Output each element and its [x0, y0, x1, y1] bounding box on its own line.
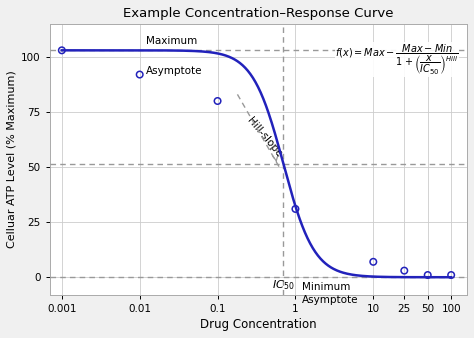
Point: [447, 272, 455, 278]
Text: Maximum: Maximum: [146, 36, 197, 46]
Point: [370, 259, 377, 265]
Text: Asymptote: Asymptote: [301, 295, 358, 305]
Text: $\mathit{f(x) = Max - \dfrac{Max - Min}{1 + \left(\dfrac{x}{IC_{50}}\right)^{Hil: $\mathit{f(x) = Max - \dfrac{Max - Min}{…: [335, 43, 459, 77]
Text: Hill-slope: Hill-slope: [245, 115, 283, 159]
Point: [292, 206, 299, 212]
Text: Minimum: Minimum: [301, 282, 350, 292]
Point: [424, 272, 431, 278]
Y-axis label: Celluar ATP Level (% Maximum): Celluar ATP Level (% Maximum): [7, 71, 17, 248]
Point: [214, 98, 221, 104]
Text: $IC_{50}$: $IC_{50}$: [272, 278, 294, 292]
X-axis label: Drug Concentration: Drug Concentration: [200, 318, 317, 331]
Point: [136, 72, 144, 77]
Point: [58, 48, 65, 53]
Point: [401, 268, 408, 273]
Title: Example Concentration–Response Curve: Example Concentration–Response Curve: [123, 7, 394, 20]
Text: Asymptote: Asymptote: [146, 66, 202, 76]
